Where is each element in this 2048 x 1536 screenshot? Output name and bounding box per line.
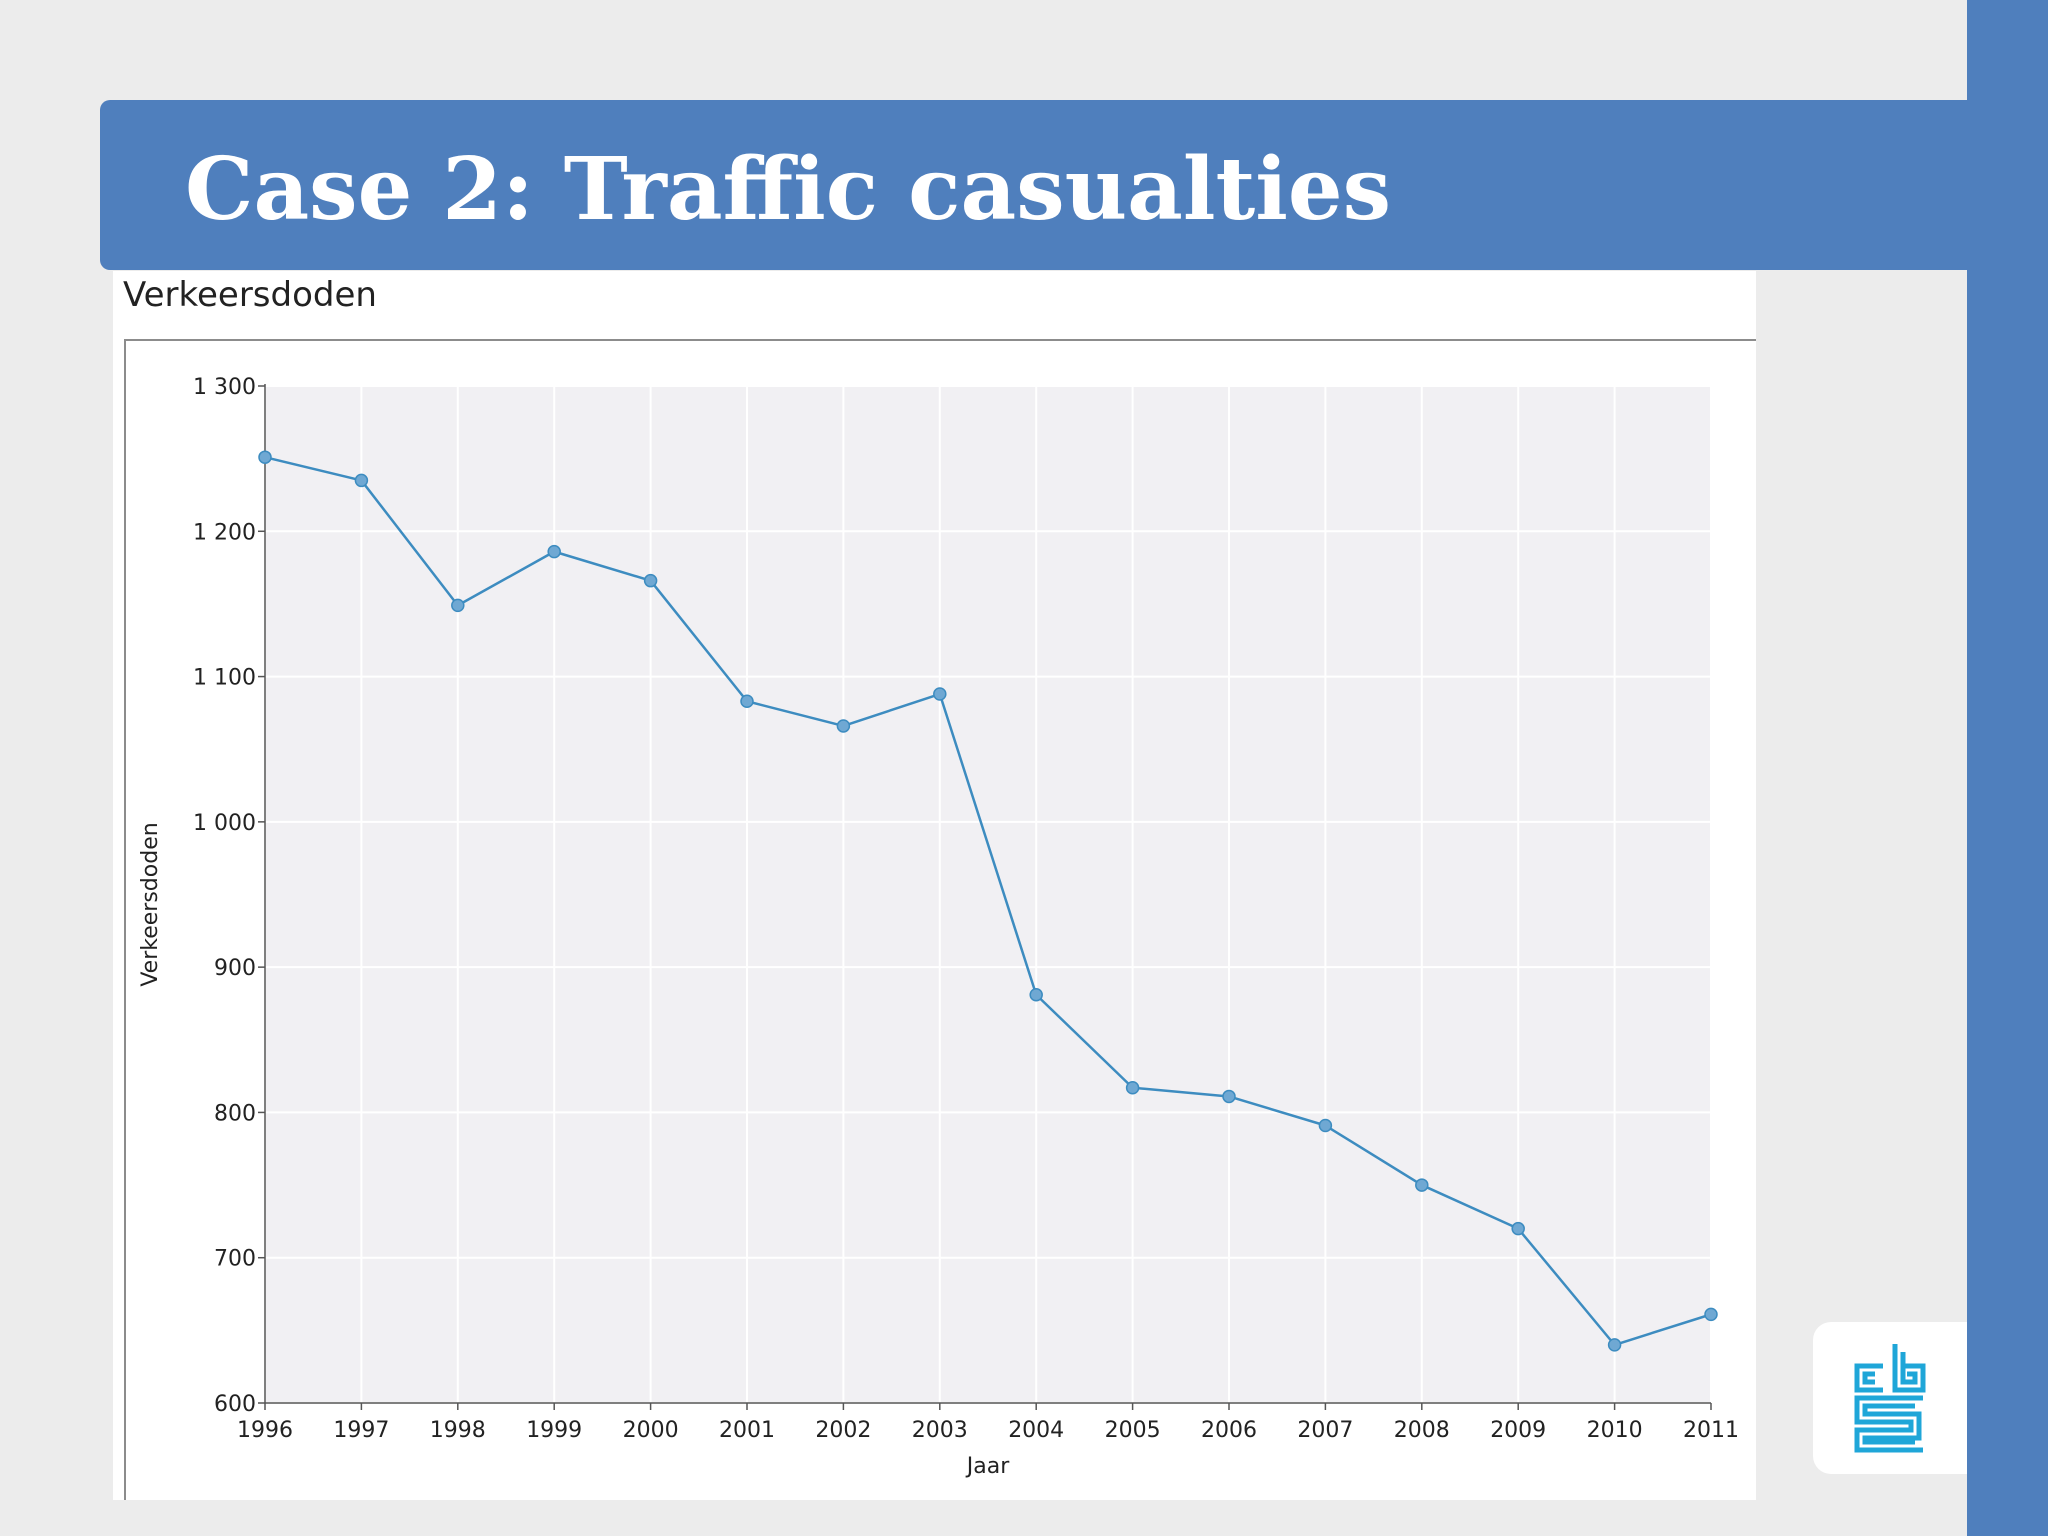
y-axis-title: Verkeersdoden	[138, 822, 163, 986]
data-point	[933, 687, 947, 701]
x-tick-label: 2000	[623, 1418, 679, 1443]
data-point	[1222, 1089, 1236, 1104]
x-tick-label: 2003	[912, 1418, 968, 1443]
x-tick-label: 1999	[526, 1418, 582, 1443]
x-tick-label: 2011	[1683, 1418, 1739, 1443]
y-tick-label: 1 300	[193, 375, 256, 400]
x-tick-label: 2004	[1008, 1418, 1064, 1443]
x-tick-label: 2002	[815, 1418, 871, 1443]
right-accent-bar	[1967, 0, 2048, 1536]
data-point	[547, 544, 561, 559]
x-tick-label: 2007	[1297, 1418, 1353, 1443]
data-point	[1318, 1118, 1333, 1133]
y-tick-label: 1 000	[193, 811, 256, 836]
line-chart: 600 700 800 900 1 000 1 100 1 200 1 300 1996 1997…	[138, 375, 1739, 1479]
y-tick-label: 1 200	[193, 520, 256, 545]
data-point	[1029, 987, 1043, 1002]
y-tick-label: 800	[214, 1101, 256, 1126]
x-tick-label: 2005	[1105, 1418, 1161, 1443]
y-tick-label: 1 100	[193, 666, 256, 691]
data-point	[1511, 1221, 1525, 1236]
x-tick-label: 2010	[1587, 1418, 1643, 1443]
x-tick-label: 1998	[430, 1418, 486, 1443]
series-line	[264, 455, 1712, 1347]
y-tick-label: 600	[214, 1392, 256, 1417]
data-point	[1125, 1080, 1140, 1095]
data-point	[643, 573, 658, 588]
x-tick-label: 2008	[1394, 1418, 1450, 1443]
logo-card	[1813, 1322, 1967, 1474]
data-point	[1415, 1178, 1429, 1192]
x-tick-label: 1997	[333, 1418, 389, 1443]
chart-frame	[124, 339, 1756, 1500]
chart-title: Verkeersdoden	[123, 275, 377, 315]
cbs-logo-icon	[1854, 1344, 1926, 1453]
x-axis-title: Jaar	[965, 1454, 1010, 1479]
data-point	[1704, 1307, 1718, 1322]
chart-panel: Verkeersdoden 600 700 800 900 1 000 1 100 1 20…	[113, 271, 1756, 1500]
x-tick-label: 2001	[719, 1418, 775, 1443]
data-point	[740, 694, 754, 709]
y-tick-label: 700	[214, 1247, 256, 1272]
data-point	[354, 473, 369, 488]
x-tick-label: 2006	[1201, 1418, 1257, 1443]
data-point	[1607, 1338, 1622, 1352]
data-point	[836, 719, 851, 733]
data-point	[258, 450, 272, 464]
plot-background	[265, 386, 1711, 1403]
x-tick-label: 1996	[237, 1418, 293, 1443]
data-point	[451, 598, 465, 613]
title-banner: Case 2: Traffic casualties	[100, 100, 1967, 270]
y-tick-label: 900	[214, 956, 256, 981]
slide-title: Case 2: Traffic casualties	[185, 139, 1392, 240]
x-tick-label: 2009	[1490, 1418, 1546, 1443]
